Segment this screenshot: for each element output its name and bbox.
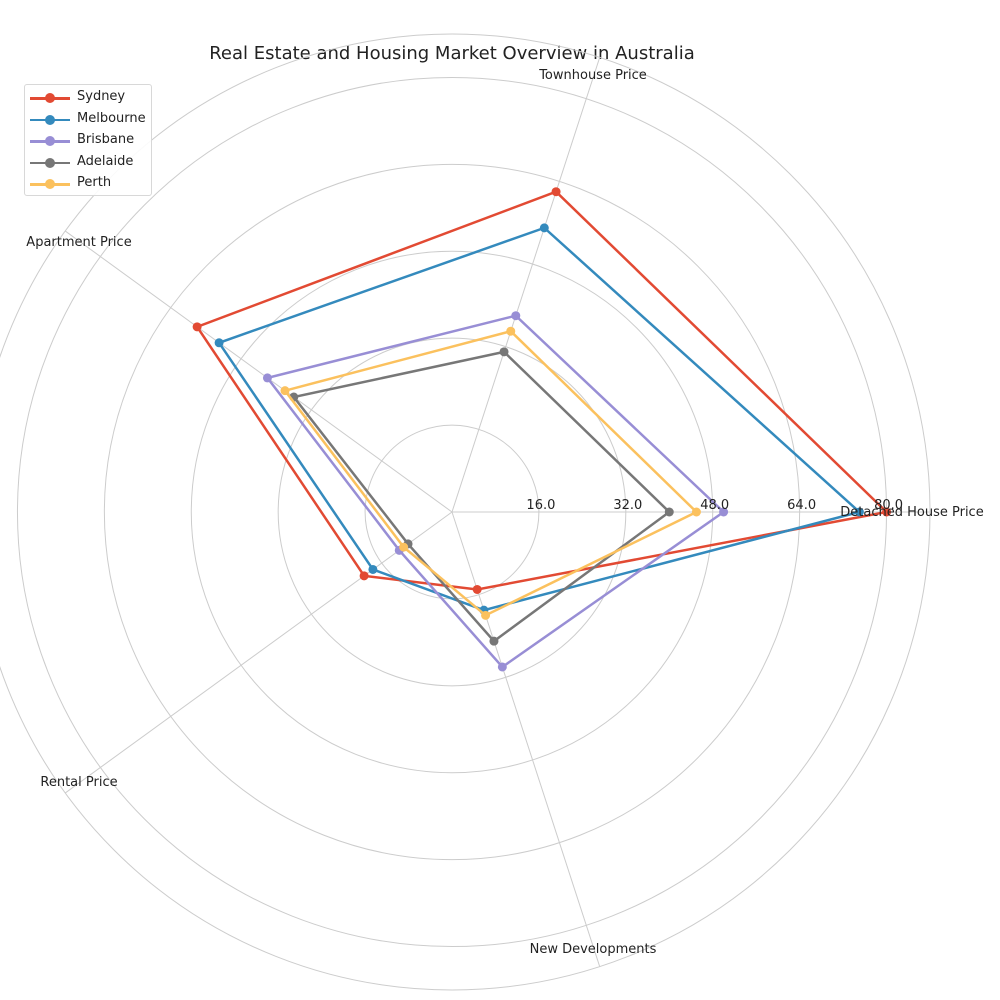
data-point [499,347,509,357]
category-label: Townhouse Price [538,68,647,83]
series-brisbane [262,311,729,672]
category-label: Rental Price [40,775,117,790]
legend-item-adelaide: Adelaide [25,152,151,172]
data-point [192,322,202,332]
data-point [472,584,482,594]
chart-title: Real Estate and Housing Market Overview … [209,43,695,64]
legend-item-sydney: Sydney [25,87,151,107]
data-point [506,326,516,336]
series-line [217,226,862,612]
radial-tick-label: 80.0 [874,498,903,513]
data-point [854,507,864,517]
legend-item-melbourne: Melbourne [25,109,151,129]
series-perth [280,326,701,620]
data-point [489,636,499,646]
data-point [368,564,378,574]
data-point [551,187,561,197]
data-point [719,507,729,517]
legend-marker [45,157,55,168]
series-line [291,350,672,643]
legend-item-brisbane: Brisbane [25,130,151,150]
series-line [265,314,726,669]
data-point [691,507,701,517]
series-line [195,190,890,591]
series-sydney [192,187,892,594]
legend-label: Perth [77,175,112,191]
category-label: Apartment Price [26,235,131,250]
data-point [214,338,224,348]
legend-label: Brisbane [77,132,135,148]
grid-spoke [64,230,453,513]
legend-label: Sydney [77,89,126,104]
data-point [481,610,491,620]
radial-tick-label: 16.0 [526,498,555,513]
data-point [664,507,674,517]
legend-marker [45,136,55,147]
data-point [882,507,892,517]
data-point [359,571,369,581]
data-point [280,386,290,396]
legend-marker [45,93,55,103]
legend-marker [45,179,55,190]
data-point [511,311,521,321]
series-adelaide [289,347,674,646]
radar-series [192,187,892,672]
series-line [282,329,699,617]
data-point [262,373,272,383]
radial-tick-label: 48.0 [700,498,729,513]
legend-marker [45,114,55,125]
chart-legend: Sydney Melbourne Brisbane Adelaide Perth [24,84,152,196]
legend-label: Adelaide [77,153,134,169]
grid-spoke [64,511,453,794]
grid-spoke [451,57,601,513]
radial-tick-label: 32.0 [613,498,642,513]
legend-item-perth: Perth [25,173,151,193]
legend-label: Melbourne [77,110,146,126]
data-point [539,223,549,233]
data-point [497,662,507,672]
radial-tick-label: 64.0 [787,498,816,513]
category-label: Detached House Price [840,505,983,520]
category-label: New Developments [530,942,657,957]
data-point [399,542,409,552]
